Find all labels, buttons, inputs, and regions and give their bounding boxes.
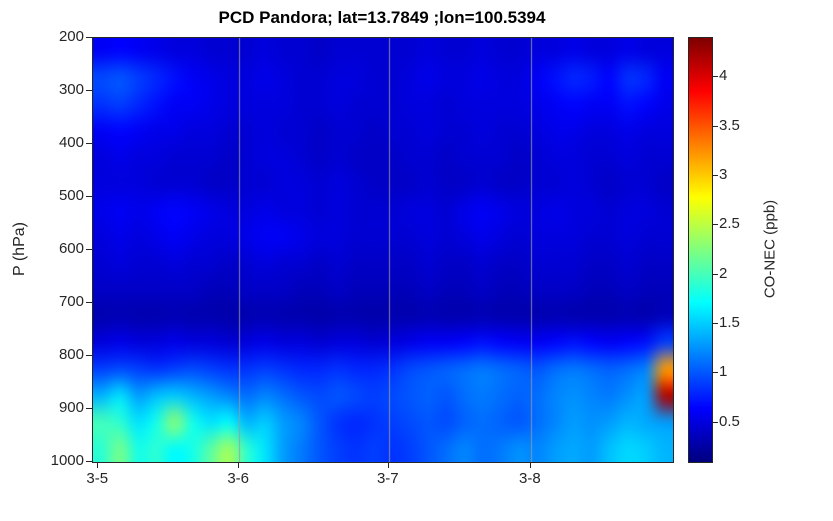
- colorbar-tick-label: 1: [719, 363, 728, 381]
- colorbar-tick-mark: [713, 422, 718, 423]
- y-tick-label: 200: [58, 28, 84, 45]
- colorbar-tick-mark: [713, 175, 718, 176]
- y-tick-mark: [86, 143, 92, 144]
- x-tick-label: 3-6: [227, 470, 249, 487]
- colorbar-tick-label: 3: [719, 166, 728, 184]
- heatmap-canvas: [93, 38, 673, 462]
- colorbar-tick-mark: [713, 274, 718, 275]
- colorbar-label: CO-NEC (ppb): [761, 199, 779, 299]
- y-tick-mark: [86, 249, 92, 250]
- colorbar-canvas: [689, 38, 712, 462]
- colorbar-tick-label: 3.5: [719, 116, 740, 134]
- y-tick-mark: [86, 355, 92, 356]
- y-tick-label: 900: [58, 399, 84, 416]
- x-tick-label: 3-5: [86, 470, 109, 487]
- colorbar-tick-label: 1.5: [719, 313, 740, 331]
- y-tick-mark: [86, 302, 92, 303]
- y-tick-mark: [86, 408, 92, 409]
- y-tick-label: 300: [58, 81, 84, 98]
- colorbar-tick-label: 2.5: [719, 215, 740, 233]
- chart-title: PCD Pandora; lat=13.7849 ;lon=100.5394: [218, 8, 546, 27]
- y-tick-mark: [86, 196, 92, 197]
- y-tick-label: 1000: [50, 452, 84, 469]
- y-tick-label: 800: [58, 346, 84, 363]
- x-tick-label: 3-7: [376, 470, 399, 487]
- colorbar: [688, 37, 713, 463]
- y-tick-label: 700: [58, 293, 84, 310]
- y-tick-label: 500: [58, 187, 84, 204]
- x-tick-mark: [530, 463, 531, 468]
- y-tick-mark: [86, 461, 92, 462]
- colorbar-tick-label: 0.5: [719, 412, 740, 430]
- x-tick-mark: [97, 463, 98, 468]
- colorbar-tick-label: 2: [719, 264, 728, 282]
- y-tick-mark: [86, 90, 92, 91]
- colorbar-tick-mark: [713, 323, 718, 324]
- y-axis-label: P (hPa): [11, 222, 28, 276]
- y-tick-label: 400: [58, 134, 84, 151]
- x-tick-mark: [238, 463, 239, 468]
- colorbar-tick-mark: [713, 126, 718, 127]
- colorbar-tick-mark: [713, 76, 718, 77]
- y-tick-mark: [86, 37, 92, 38]
- x-tick-mark: [388, 463, 389, 468]
- y-tick-label: 600: [58, 240, 84, 257]
- plot-area: [92, 37, 674, 463]
- x-tick-label: 3-8: [519, 470, 541, 487]
- colorbar-tick-mark: [713, 224, 718, 225]
- colorbar-tick-label: 4: [719, 67, 728, 85]
- colorbar-tick-mark: [713, 372, 718, 373]
